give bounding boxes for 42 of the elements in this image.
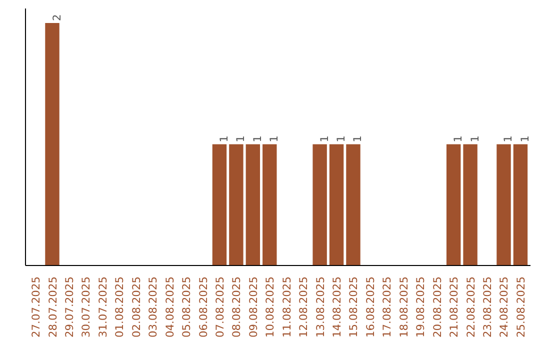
x-tick-label: 01.08.2025	[113, 276, 126, 338]
data-label: 1	[452, 135, 465, 142]
x-tick-label: 19.08.2025	[414, 276, 428, 338]
x-tick-label: 09.08.2025	[246, 276, 260, 338]
data-label: 1	[217, 135, 230, 142]
x-tick-label: 15.08.2025	[347, 276, 360, 338]
x-tick-label: 13.08.2025	[314, 276, 327, 338]
x-tick-label: 29.07.2025	[62, 276, 76, 338]
x-tick-label: 10.08.2025	[264, 276, 277, 338]
x-tick-label: 08.08.2025	[230, 276, 244, 338]
data-label: 1	[268, 135, 281, 142]
x-tick-label: 18.08.2025	[397, 276, 410, 338]
x-tick-label: 07.08.2025	[213, 276, 226, 338]
x-tick-label: 12.08.2025	[297, 276, 310, 338]
x-tick-label: 31.07.2025	[96, 276, 110, 338]
x-tick-label: 05.08.2025	[180, 276, 194, 338]
x-tick-label: 24.08.2025	[498, 276, 511, 338]
x-tick-label: 28.07.2025	[46, 276, 60, 338]
data-label: 1	[518, 135, 532, 142]
x-tick-label: 02.08.2025	[130, 276, 143, 338]
data-label: 2	[50, 14, 64, 22]
data-label: 1	[468, 135, 482, 142]
x-tick-label: 27.07.2025	[30, 276, 43, 338]
x-tick-label: 17.08.2025	[380, 276, 394, 338]
data-label: 1	[234, 135, 248, 142]
x-tick-label: 25.08.2025	[514, 276, 528, 338]
x-tick-label: 06.08.2025	[196, 276, 210, 338]
x-tick-label: 11.08.2025	[280, 276, 294, 338]
data-label: 1	[334, 135, 348, 142]
x-tick-label: 30.07.2025	[80, 276, 93, 338]
data-label: 1	[318, 135, 331, 142]
x-tick-label: 03.08.2025	[146, 276, 160, 338]
data-label: 1	[502, 135, 515, 142]
data-label: 1	[351, 135, 364, 142]
x-tick-label: 04.08.2025	[163, 276, 176, 338]
x-tick-label: 22.08.2025	[464, 276, 478, 338]
x-tick-label: 14.08.2025	[330, 276, 344, 338]
x-tick-label: 21.08.2025	[448, 276, 461, 338]
data-label: 1	[250, 135, 264, 142]
x-tick-label: 23.08.2025	[481, 276, 494, 338]
x-tick-label: 16.08.2025	[364, 276, 377, 338]
x-tick-label: 20.08.2025	[430, 276, 444, 338]
